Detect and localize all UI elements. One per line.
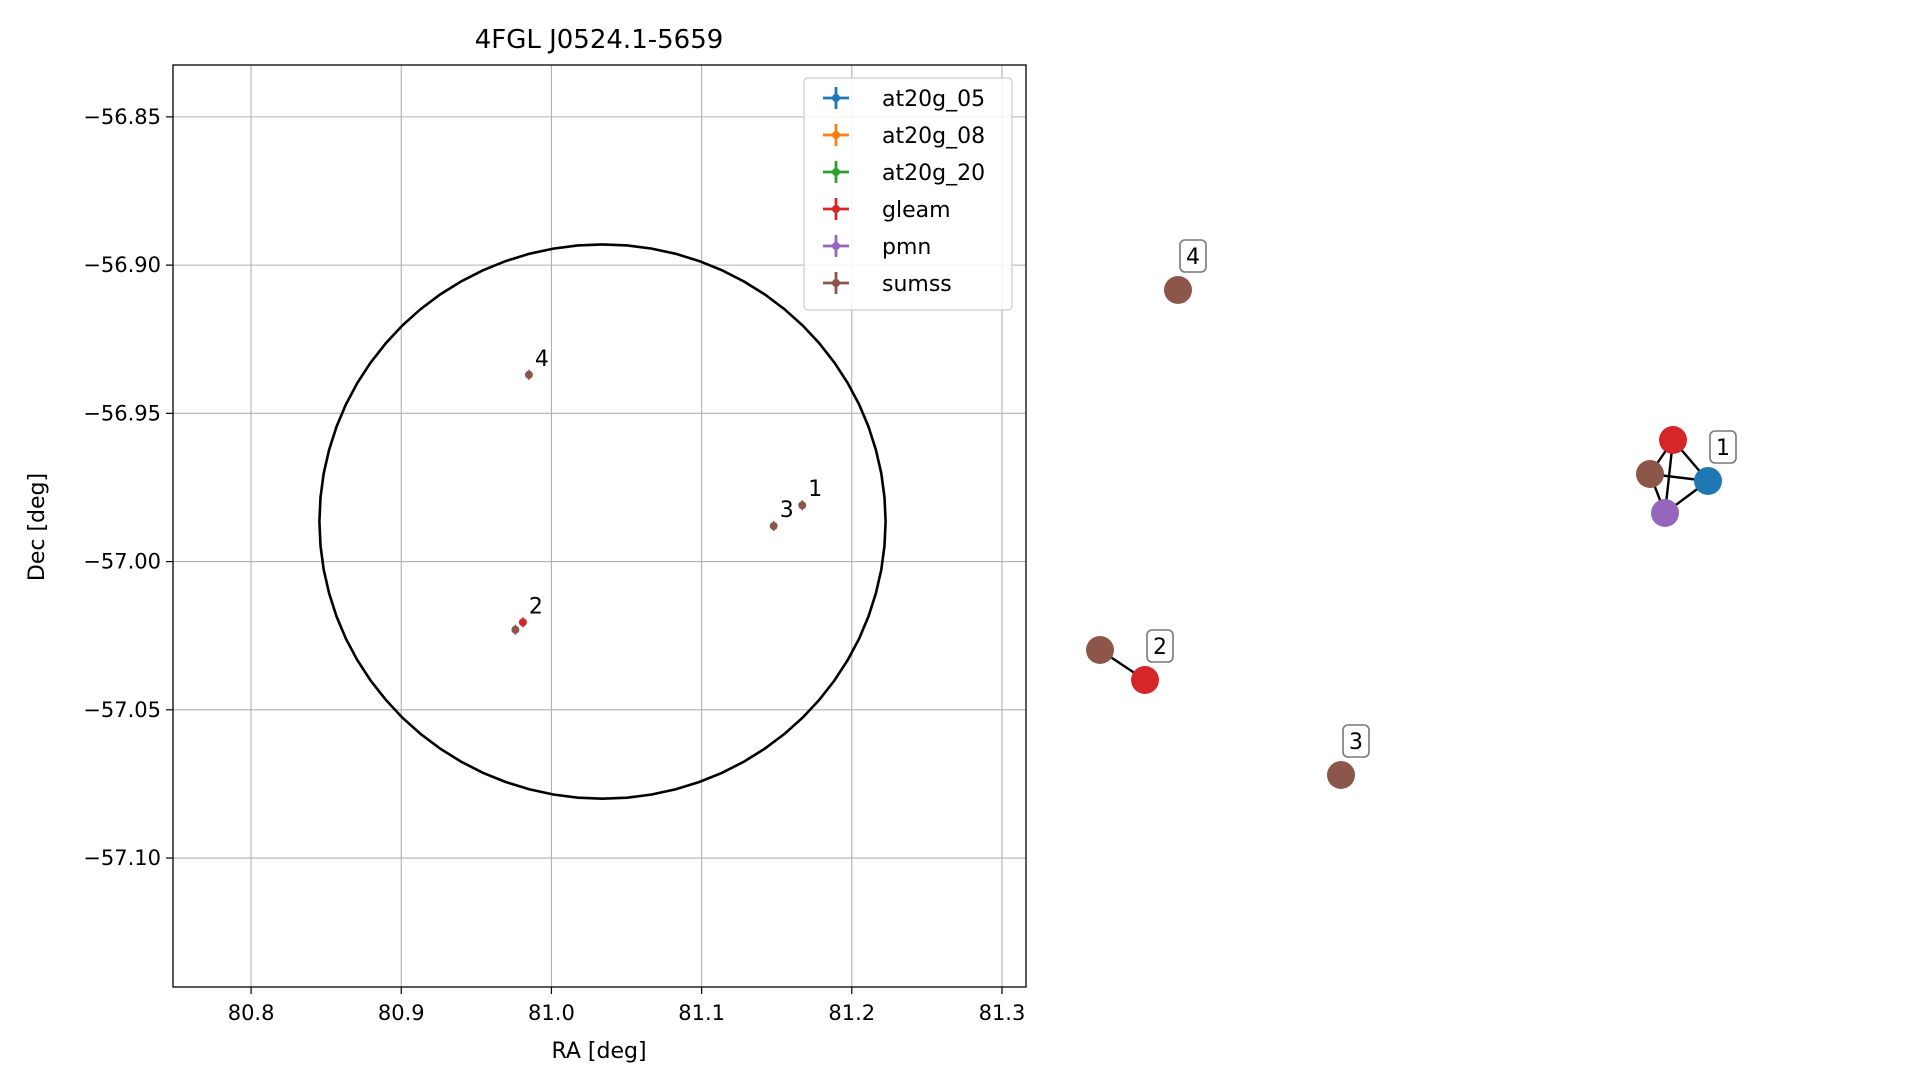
axis-ticks: 80.8 80.9 81.0 81.1 81.2 81.3 −56.85 −56.90 −56.… xyxy=(83,105,1025,1025)
x-tick-label: 81.1 xyxy=(678,1001,725,1025)
x-axis-label: RA [deg] xyxy=(551,1039,646,1064)
x-tick-label: 81.0 xyxy=(528,1001,575,1025)
x-tick-label: 80.8 xyxy=(228,1001,275,1025)
legend-label: gleam xyxy=(882,198,951,223)
data-point-sumss xyxy=(798,501,807,510)
graph-group-labels: 1 2 3 4 xyxy=(1146,239,1737,758)
y-axis-label: Dec [deg] xyxy=(25,473,50,581)
graph-node xyxy=(1659,426,1687,454)
legend-marker xyxy=(832,279,840,287)
y-tick-label: −57.10 xyxy=(83,846,161,870)
y-tick-label: −57.00 xyxy=(83,550,161,574)
source-label: 2 xyxy=(529,594,543,619)
legend-marker xyxy=(832,94,840,102)
graph-node xyxy=(1651,499,1679,527)
data-point-sumss xyxy=(511,625,520,634)
x-tick-label: 81.3 xyxy=(979,1001,1026,1025)
graph-node xyxy=(1636,460,1664,488)
legend-box xyxy=(803,77,1013,311)
graph-node xyxy=(1086,636,1114,664)
axes-frame xyxy=(172,64,1027,988)
data-point-sumss xyxy=(524,370,533,379)
legend-marker xyxy=(832,131,840,139)
association-graph: 1 2 3 4 xyxy=(1086,239,1737,789)
graph-node xyxy=(1164,276,1192,304)
graph-label: 1 xyxy=(1716,436,1730,461)
y-tick-label: −56.85 xyxy=(83,105,161,129)
graph-label: 2 xyxy=(1153,635,1167,660)
graph-label-box xyxy=(1342,724,1370,758)
graph-nodes xyxy=(1086,276,1722,789)
legend-label: at20g_08 xyxy=(882,124,985,149)
x-tick-label: 80.9 xyxy=(378,1001,425,1025)
sky-plot: 80.8 80.9 81.0 81.1 81.2 81.3 −56.85 −56.90 −56.… xyxy=(25,25,1027,1064)
graph-label-box xyxy=(1146,629,1174,663)
error-circle-outline xyxy=(318,243,887,801)
error-circle xyxy=(318,243,887,801)
legend-marker xyxy=(832,205,840,213)
graph-node xyxy=(1327,761,1355,789)
graph-node xyxy=(1694,467,1722,495)
legend-label: at20g_20 xyxy=(882,161,985,186)
graph-label: 4 xyxy=(1186,245,1200,270)
y-tick-label: −56.95 xyxy=(83,401,161,425)
y-tick-label: −57.05 xyxy=(83,698,161,722)
graph-label: 3 xyxy=(1349,730,1363,755)
y-tick-label: −56.90 xyxy=(83,253,161,277)
x-tick-label: 81.2 xyxy=(828,1001,875,1025)
source-labels: 1 2 3 4 xyxy=(529,347,822,620)
source-label: 1 xyxy=(808,477,822,502)
legend-label: sumss xyxy=(882,272,952,297)
chart-title: 4FGL J0524.1-5659 xyxy=(475,25,724,55)
legend-marker xyxy=(832,168,840,176)
legend-label: at20g_05 xyxy=(882,87,985,112)
graph-node xyxy=(1131,666,1159,694)
data-points xyxy=(511,369,807,635)
legend-label: pmn xyxy=(882,235,931,260)
grid-lines xyxy=(173,65,1026,987)
legend-marker xyxy=(832,242,840,250)
source-label: 4 xyxy=(535,347,549,372)
source-label: 3 xyxy=(780,498,794,523)
graph-label-box xyxy=(1709,430,1737,464)
data-point-gleam xyxy=(518,618,527,627)
graph-label-box xyxy=(1179,239,1207,273)
data-point-sumss xyxy=(769,522,778,530)
